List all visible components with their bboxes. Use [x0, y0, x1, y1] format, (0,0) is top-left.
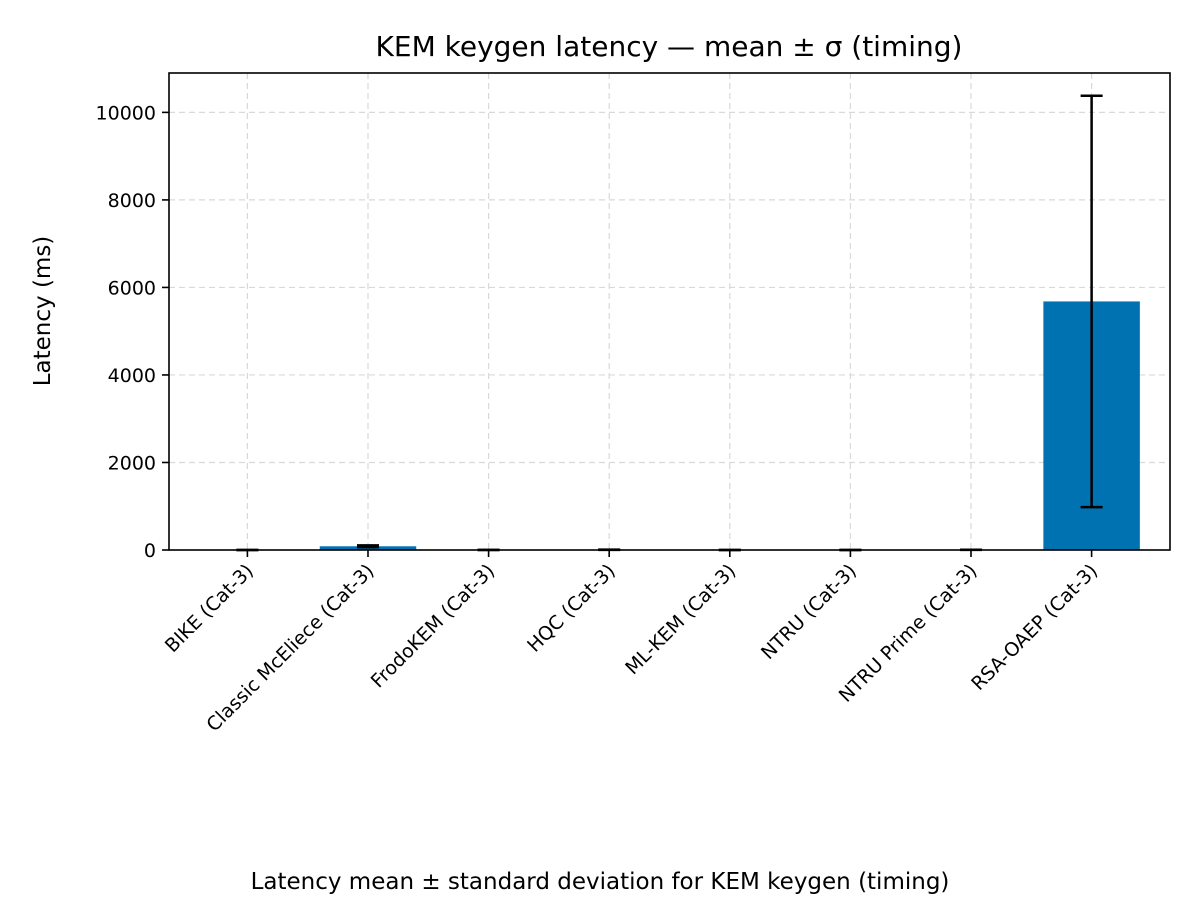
y-tick-label: 0: [144, 540, 156, 562]
plot-area-frame: [168, 72, 1171, 551]
figure-caption: Latency mean ± standard deviation for KE…: [251, 869, 950, 895]
y-tick-label: 4000: [108, 365, 156, 387]
y-tick-label: 6000: [108, 277, 156, 299]
y-tick-label: 2000: [108, 452, 156, 474]
y-axis-label: Latency (ms): [30, 236, 56, 387]
y-tick-label: 10000: [96, 102, 156, 124]
y-tick-label: 8000: [108, 190, 156, 212]
chart-title: KEM keygen latency — mean ± σ (timing): [376, 30, 963, 63]
